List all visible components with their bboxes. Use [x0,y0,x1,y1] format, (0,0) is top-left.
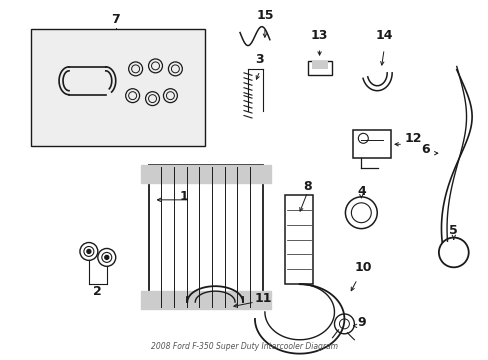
Circle shape [87,249,91,253]
Text: 2008 Ford F-350 Super Duty Intercooler Diagram: 2008 Ford F-350 Super Duty Intercooler D… [150,342,337,351]
Text: 1: 1 [179,190,188,203]
Text: 11: 11 [254,292,272,305]
Bar [311,61,327,69]
Text: 5: 5 [448,224,457,237]
Text: 8: 8 [303,180,311,193]
Text: 12: 12 [403,132,421,145]
Text: 7: 7 [111,13,120,26]
Bar [284,195,312,284]
Text: 2: 2 [93,285,102,298]
Bar [148,165,263,309]
Bar [307,61,331,75]
Text: 3: 3 [255,53,264,66]
Circle shape [104,255,108,260]
Text: 6: 6 [421,143,429,156]
Text: 15: 15 [256,9,273,22]
Circle shape [444,243,462,261]
Bar [353,130,390,158]
Text: 14: 14 [375,29,392,42]
Bar [31,29,205,146]
Text: 10: 10 [354,261,371,274]
Bar [141,165,270,183]
Text: 4: 4 [356,185,365,198]
Bar [141,291,270,309]
Text: 13: 13 [310,29,327,42]
Text: 9: 9 [357,316,365,329]
